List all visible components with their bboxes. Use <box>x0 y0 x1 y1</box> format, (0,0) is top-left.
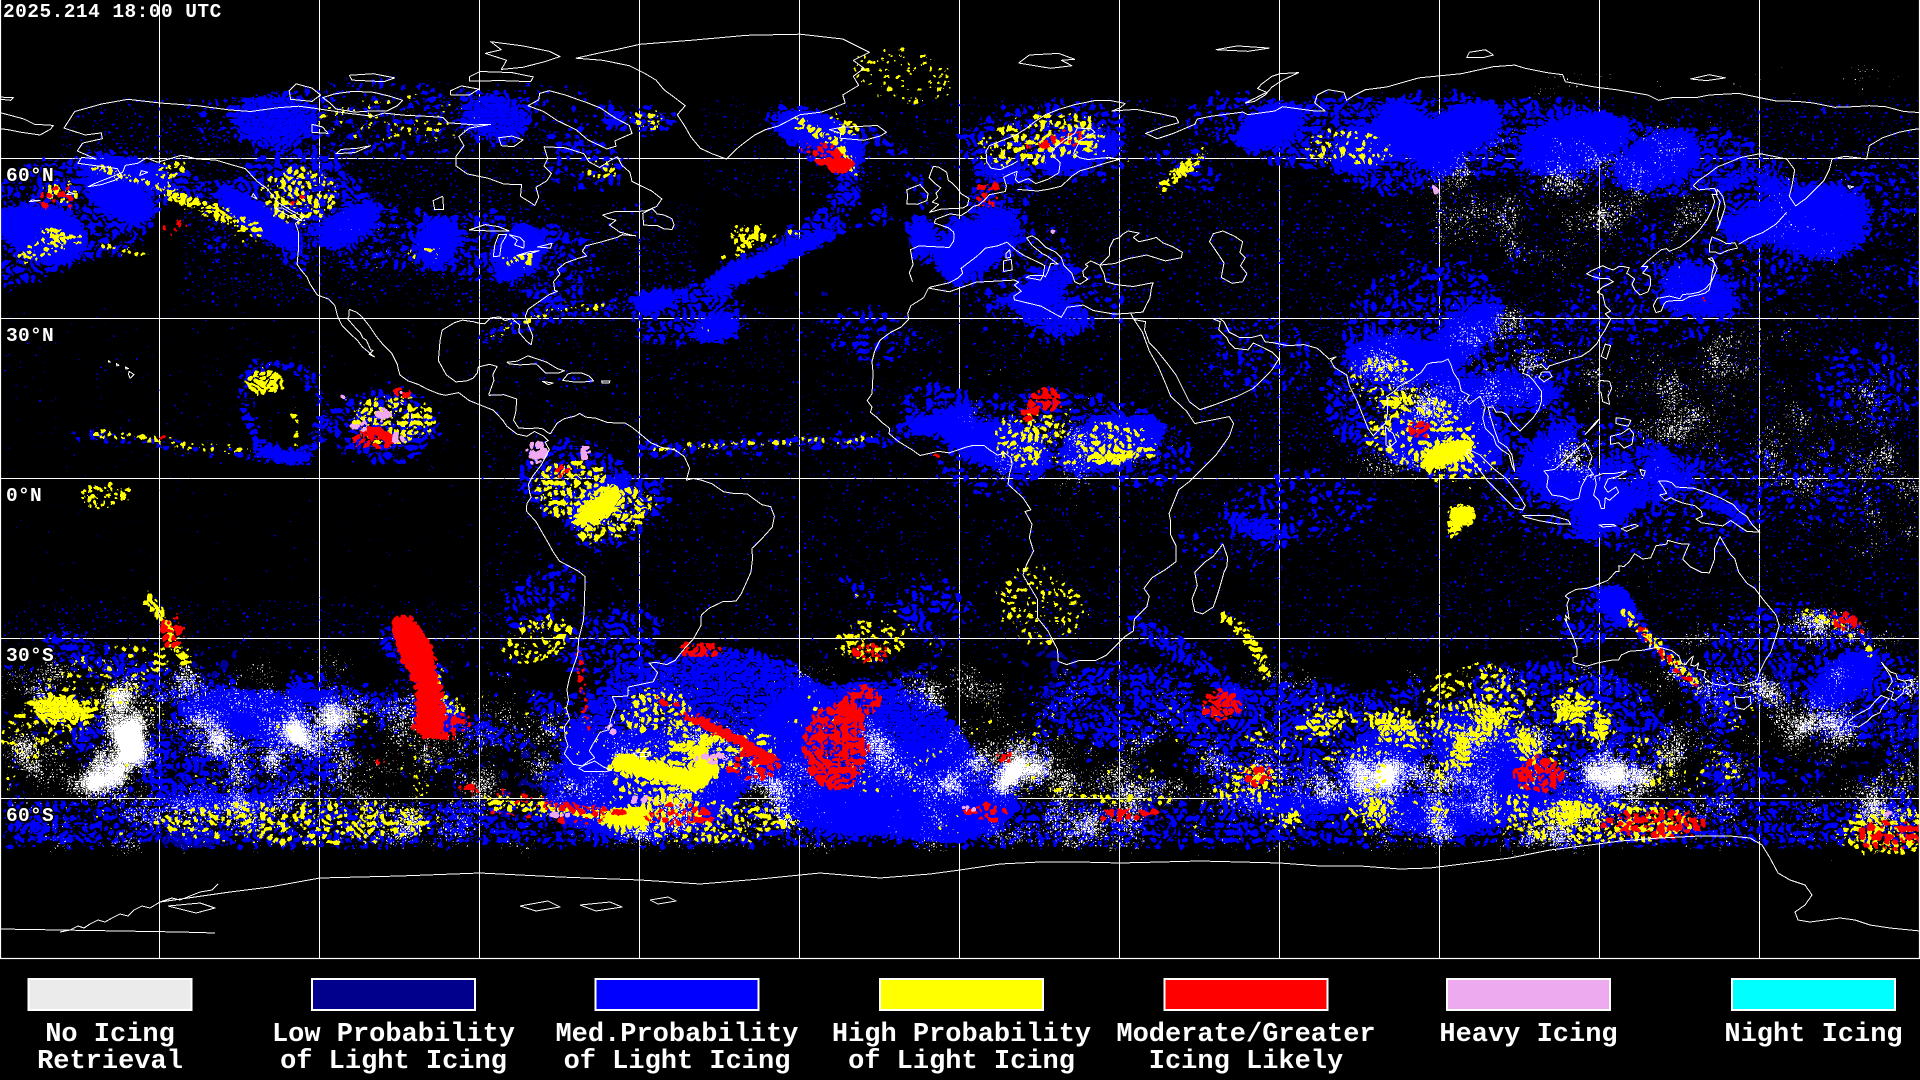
svg-text:Night Icing: Night Icing <box>1724 1020 1902 1050</box>
svg-text:Low Probability: Low Probability <box>272 1020 515 1050</box>
svg-text:of Light Icing: of Light Icing <box>564 1047 791 1077</box>
svg-text:of Light Icing: of Light Icing <box>848 1047 1075 1077</box>
svg-text:2025.214 18:00 UTC: 2025.214 18:00 UTC <box>3 1 222 23</box>
svg-text:Moderate/Greater: Moderate/Greater <box>1116 1020 1375 1050</box>
svg-text:30°S: 30°S <box>6 645 54 667</box>
svg-text:Med.Probability: Med.Probability <box>555 1020 798 1050</box>
svg-text:Retrieval: Retrieval <box>37 1047 183 1077</box>
svg-text:Heavy Icing: Heavy Icing <box>1439 1020 1617 1050</box>
svg-text:Icing Likely: Icing Likely <box>1149 1047 1343 1077</box>
svg-text:60°N: 60°N <box>6 165 54 187</box>
svg-text:of Light Icing: of Light Icing <box>280 1047 507 1077</box>
svg-text:60°S: 60°S <box>6 805 54 827</box>
svg-text:30°N: 30°N <box>6 325 54 347</box>
svg-text:High Probability: High Probability <box>832 1020 1091 1050</box>
svg-text:No Icing: No Icing <box>45 1020 175 1050</box>
svg-text:0°N: 0°N <box>6 485 42 507</box>
